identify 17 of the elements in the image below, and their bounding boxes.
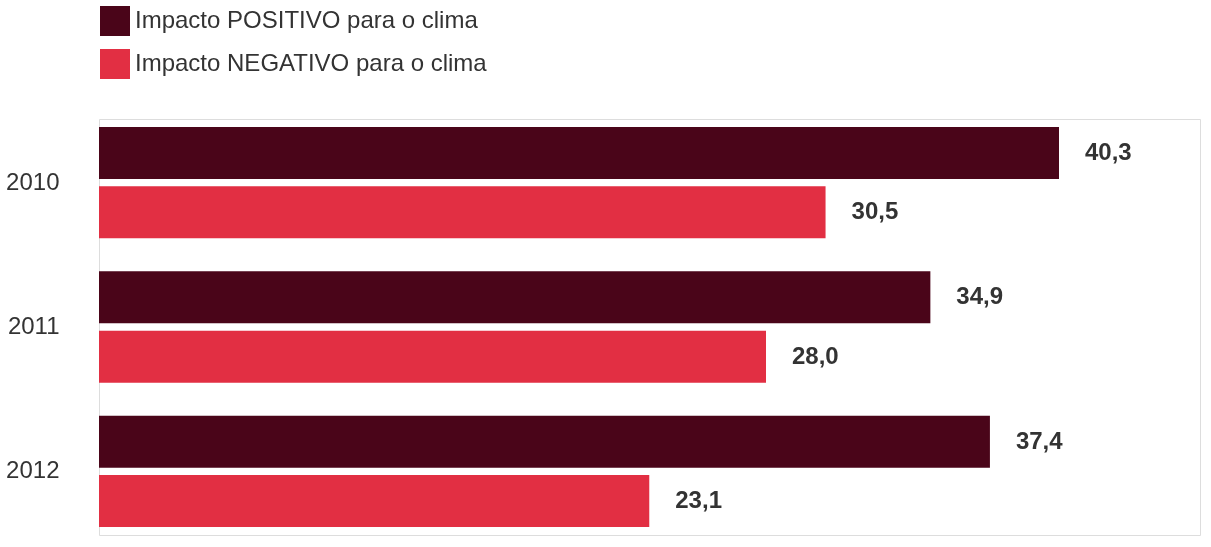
y-tick-label: 2010: [6, 167, 60, 195]
data-label: 30,5: [851, 197, 899, 225]
bar: [99, 126, 1059, 179]
data-label: 40,3: [1085, 137, 1132, 165]
y-tick-label: 2012: [6, 456, 60, 484]
data-label: 23,1: [675, 486, 722, 514]
legend-label: Impacto NEGATIVO para o clima: [135, 49, 488, 76]
data-label: 34,9: [956, 282, 1004, 310]
bar: [99, 475, 650, 528]
bar: [99, 415, 990, 468]
bar: [99, 186, 826, 239]
bar: [99, 330, 766, 383]
y-tick-label: 2011: [7, 312, 60, 339]
data-label: 28,0: [792, 341, 839, 369]
data-label: 37,4: [1015, 426, 1064, 454]
legend-label: Impacto POSITIVO para o clima: [135, 6, 479, 33]
bar: [99, 271, 931, 324]
